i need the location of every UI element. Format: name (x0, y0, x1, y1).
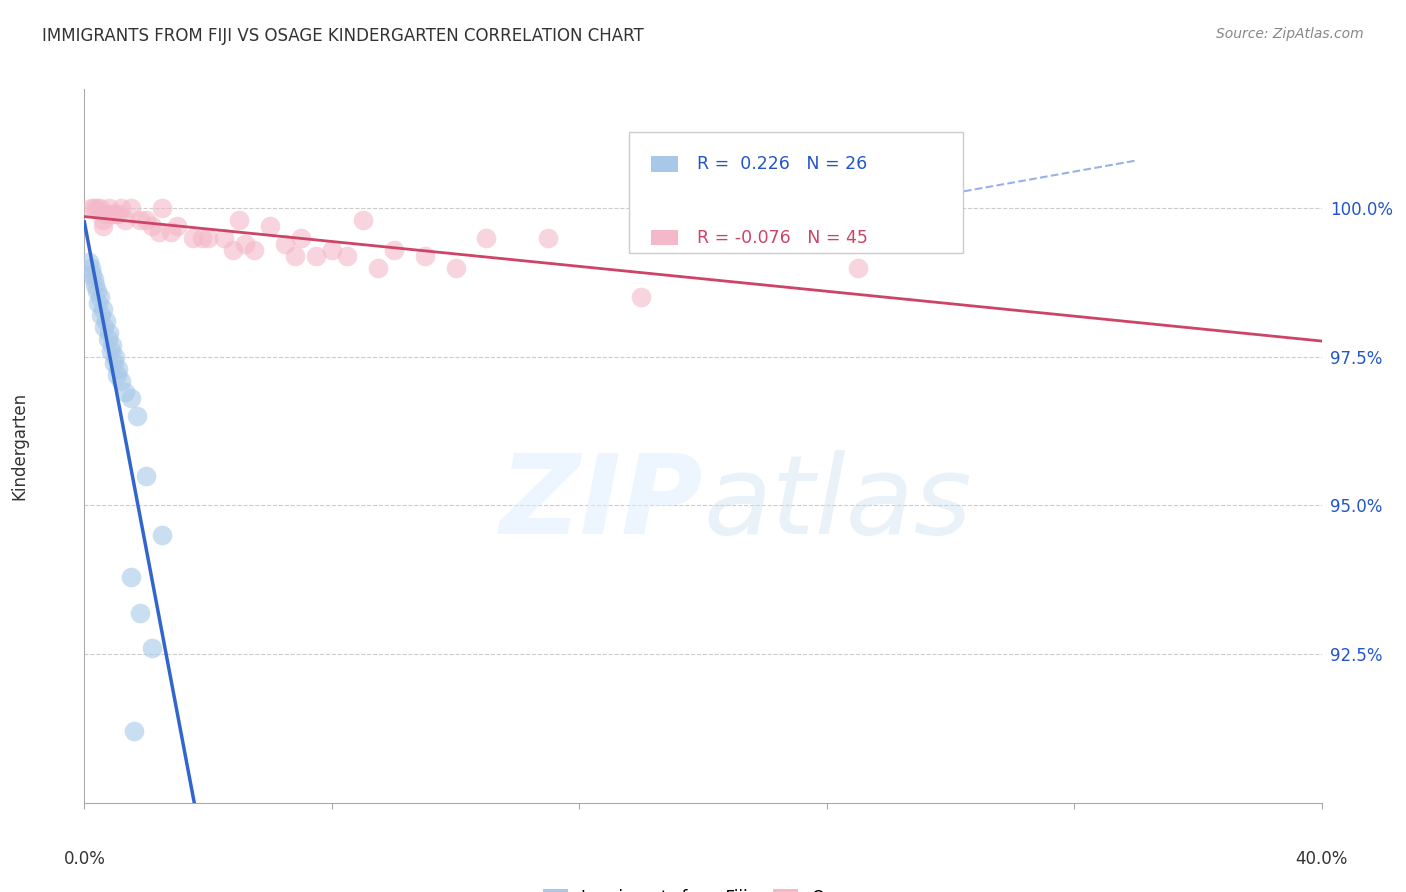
Point (166, 219, 188, 233)
Point (150, 528, 173, 542)
Point (107, 207, 129, 221)
Text: ZIP: ZIP (499, 450, 703, 557)
Point (191, 231, 214, 245)
Point (120, 201, 142, 215)
Point (89, 201, 111, 215)
Point (114, 213, 136, 227)
Point (129, 606, 152, 620)
Point (259, 219, 281, 233)
Point (233, 236, 256, 251)
Text: R =  0.226   N = 26: R = 0.226 N = 26 (697, 155, 868, 173)
Text: Source: ZipAtlas.com: Source: ZipAtlas.com (1216, 27, 1364, 41)
Point (84, 278, 107, 293)
Point (122, 724, 145, 739)
Point (352, 213, 374, 227)
Point (91, 213, 114, 227)
Bar (651, 156, 678, 172)
Point (77, 254, 100, 268)
Point (89, 290, 111, 304)
Text: atlas: atlas (703, 450, 972, 557)
Point (94, 314, 117, 328)
Point (110, 374, 132, 388)
Point (367, 260, 389, 275)
Point (444, 260, 467, 275)
Point (382, 243, 405, 257)
Point (630, 290, 652, 304)
Point (129, 213, 152, 227)
Point (120, 392, 142, 406)
Point (104, 350, 127, 364)
Point (91, 219, 114, 233)
Point (321, 243, 343, 257)
Point (100, 343, 122, 358)
Point (104, 207, 127, 221)
Text: 40.0%: 40.0% (1295, 850, 1348, 869)
Point (107, 361, 129, 376)
Point (537, 231, 560, 245)
Point (98, 326, 121, 340)
Point (83, 201, 105, 215)
Point (222, 243, 245, 257)
Point (103, 356, 125, 370)
Point (135, 213, 157, 227)
Point (110, 201, 132, 215)
Point (79, 201, 101, 215)
Point (284, 249, 307, 263)
Point (90, 308, 112, 322)
Point (82, 267, 104, 281)
Point (101, 338, 124, 352)
Point (135, 468, 157, 483)
Text: R = -0.076   N = 45: R = -0.076 N = 45 (697, 228, 868, 246)
Point (101, 207, 124, 221)
Point (98, 201, 121, 215)
Point (141, 641, 163, 656)
Point (243, 243, 266, 257)
Point (86, 285, 108, 299)
Point (83, 272, 105, 286)
Point (125, 409, 148, 424)
Text: Kindergarten: Kindergarten (11, 392, 28, 500)
Point (87, 296, 110, 310)
Point (336, 249, 359, 263)
Point (846, 260, 869, 275)
Point (86, 201, 108, 215)
Point (228, 213, 250, 227)
Point (94, 207, 117, 221)
FancyBboxPatch shape (628, 132, 963, 253)
Point (197, 231, 219, 245)
Point (105, 368, 128, 382)
Text: 0.0%: 0.0% (63, 850, 105, 869)
Point (91, 302, 114, 317)
Point (274, 236, 297, 251)
Point (160, 225, 183, 239)
Text: IMMIGRANTS FROM FIJI VS OSAGE KINDERGARTEN CORRELATION CHART: IMMIGRANTS FROM FIJI VS OSAGE KINDERGART… (42, 27, 644, 45)
Point (79, 260, 101, 275)
Legend: Immigrants from Fiji, Osage: Immigrants from Fiji, Osage (536, 882, 870, 892)
Point (475, 231, 498, 245)
Bar (651, 230, 678, 245)
Point (305, 249, 328, 263)
Point (148, 225, 170, 239)
Point (181, 231, 204, 245)
Point (114, 385, 136, 400)
Point (97, 332, 120, 346)
Point (290, 231, 312, 245)
Point (413, 249, 436, 263)
Point (150, 201, 173, 215)
Point (93, 320, 115, 334)
Point (120, 570, 142, 584)
Point (212, 231, 235, 245)
Point (141, 219, 163, 233)
